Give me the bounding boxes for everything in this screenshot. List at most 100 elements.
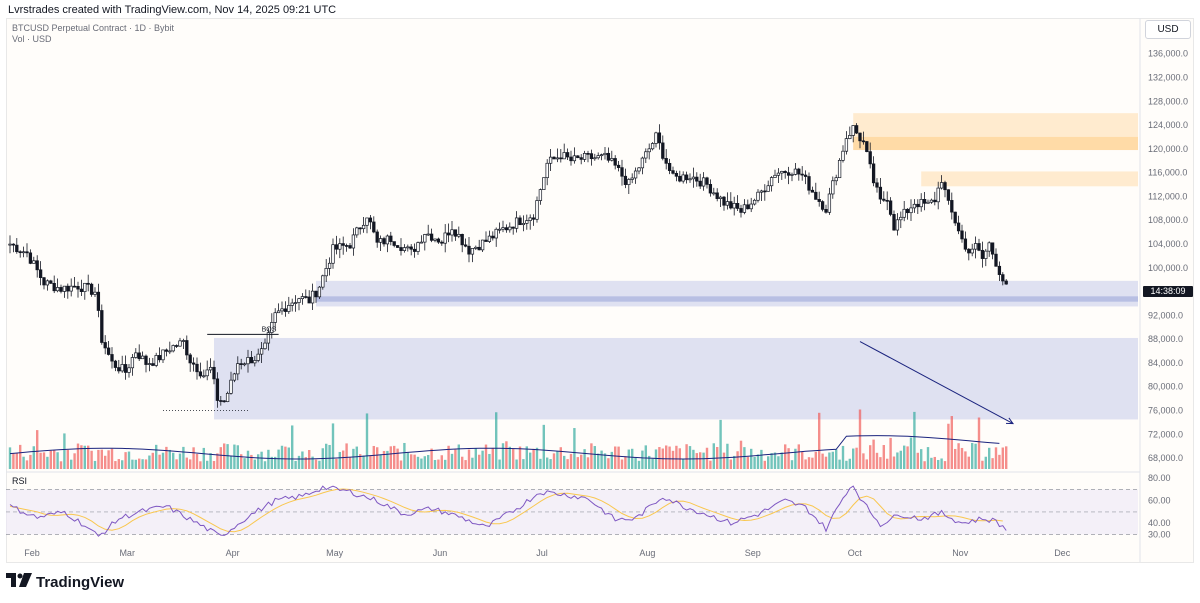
- volume-bar: [790, 460, 794, 469]
- candle-body: [144, 355, 148, 365]
- volume-bar: [481, 450, 484, 469]
- volume-bar: [845, 460, 848, 469]
- candle-body: [368, 217, 373, 223]
- currency-button[interactable]: USD: [1145, 20, 1191, 39]
- candle-body: [514, 217, 519, 229]
- candle-body: [946, 189, 951, 201]
- volume-bar: [396, 448, 399, 469]
- volume-bar: [535, 447, 539, 469]
- candle-body: [35, 260, 39, 271]
- volume-bar: [410, 454, 413, 469]
- candle-body: [902, 208, 906, 218]
- candle-body: [395, 245, 400, 248]
- volume-bar: [223, 443, 226, 469]
- candle-body: [565, 152, 570, 158]
- candle-body: [348, 245, 352, 249]
- volume-bar: [49, 450, 52, 469]
- volume-bar: [202, 447, 205, 469]
- candle-body: [759, 190, 764, 193]
- candle-body: [970, 248, 974, 254]
- volume-bar: [127, 451, 131, 469]
- candle-body: [678, 175, 682, 182]
- rsi-line: [9, 485, 1007, 537]
- price-axis-tick: 108,000.0: [1148, 215, 1188, 225]
- candle-body: [266, 332, 271, 344]
- candle-body: [283, 308, 288, 312]
- volume-bar: [729, 459, 732, 469]
- candle-body: [236, 363, 240, 375]
- candle-body: [623, 175, 628, 185]
- volume-bar: [899, 450, 902, 469]
- candle-body: [59, 287, 63, 292]
- volume-bar: [134, 459, 137, 469]
- candle-body: [49, 280, 53, 284]
- candle-body: [810, 189, 815, 193]
- volume-bar: [862, 453, 865, 469]
- volume-bar: [416, 456, 420, 469]
- candle-body: [562, 152, 566, 160]
- candle-body: [130, 357, 135, 369]
- candle-body: [392, 241, 396, 246]
- candle-body: [715, 192, 719, 199]
- candle-body: [644, 151, 648, 159]
- volume-bar: [525, 446, 528, 469]
- volume-bar: [682, 459, 685, 469]
- volume-bar: [260, 451, 263, 469]
- candle-body: [66, 285, 70, 292]
- bos-label: BOS: [262, 326, 277, 333]
- volume-bar: [644, 445, 647, 469]
- time-axis-tick: Jul: [536, 548, 548, 558]
- candle-body: [769, 177, 774, 187]
- volume-bar: [314, 459, 318, 469]
- candle-body: [569, 156, 573, 162]
- volume-bar: [328, 444, 331, 469]
- volume-bar: [478, 454, 481, 469]
- volume-bar: [627, 449, 630, 469]
- volume-bar: [114, 461, 117, 469]
- candle-body: [242, 363, 247, 366]
- candle-body: [552, 156, 556, 160]
- candle-body: [208, 366, 213, 371]
- candle-body: [939, 182, 944, 189]
- candle-body: [912, 203, 917, 209]
- candle-body: [681, 174, 685, 182]
- candle-body: [616, 164, 621, 168]
- volume-bar: [36, 430, 39, 469]
- volume-bar: [566, 459, 569, 469]
- candle-body: [729, 201, 733, 209]
- volume-bar: [614, 446, 617, 469]
- volume-bar: [352, 448, 355, 469]
- candle-body: [834, 177, 838, 182]
- candle-body: [324, 268, 328, 277]
- candle-body: [76, 286, 80, 290]
- volume-bar: [433, 459, 437, 469]
- volume-bar: [889, 437, 892, 469]
- candle-body: [725, 201, 730, 206]
- volume-bar: [386, 450, 389, 469]
- volume-bar: [930, 457, 933, 469]
- candle-body: [664, 158, 668, 164]
- volume-bar: [100, 449, 103, 469]
- volume-bar: [148, 455, 151, 469]
- price-axis-tick: 124,000.0: [1148, 120, 1188, 130]
- volume-bar: [25, 460, 29, 469]
- volume-bar: [726, 443, 729, 469]
- candle-body: [253, 360, 257, 364]
- volume-bar: [841, 445, 845, 469]
- volume-bar: [195, 453, 199, 469]
- candle-body: [579, 157, 583, 160]
- volume-bar: [807, 457, 811, 469]
- volume-bar: [617, 446, 620, 469]
- candle-body: [576, 155, 580, 158]
- price-axis-tick: 132,000.0: [1148, 72, 1188, 82]
- candle-body: [899, 216, 903, 221]
- candle-body: [344, 245, 349, 247]
- volume-bar: [699, 452, 702, 469]
- candle-body: [790, 174, 794, 176]
- volume-bar: [325, 443, 328, 469]
- volume-bar: [743, 447, 746, 469]
- volume-bar: [253, 459, 256, 469]
- volume-bar: [236, 445, 239, 469]
- candle-body: [684, 174, 689, 181]
